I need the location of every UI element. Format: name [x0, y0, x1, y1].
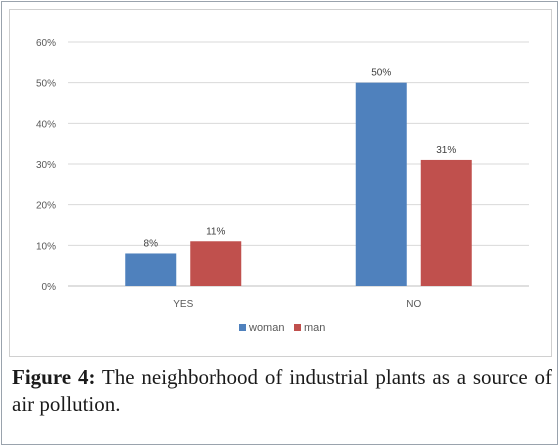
- legend-swatch: [294, 324, 301, 331]
- data-label: 11%: [206, 226, 225, 237]
- bar-man: [190, 241, 242, 286]
- legend-swatch: [239, 324, 246, 331]
- data-label: 50%: [371, 68, 391, 79]
- legend-label: woman: [248, 322, 284, 334]
- bar-woman: [355, 82, 407, 287]
- legend-label: man: [304, 322, 325, 334]
- chart-area: 0% 10% 20% 30% 40% 50% 60% 8% 11% YES 50% 31% NO woma…: [9, 9, 552, 357]
- figure-caption: Figure 4: The neighborhood of industrial…: [12, 364, 552, 418]
- y-tick-label: 60%: [36, 38, 56, 49]
- y-tick-label: 50%: [36, 79, 56, 90]
- data-label: 31%: [436, 145, 456, 156]
- caption-label: Figure 4:: [12, 365, 96, 389]
- y-tick-label: 30%: [36, 160, 56, 171]
- bar-woman: [125, 253, 177, 286]
- y-tick-label: 40%: [36, 119, 56, 130]
- x-tick-label: YES: [173, 299, 193, 310]
- x-tick-label: NO: [406, 299, 421, 310]
- y-tick-label: 10%: [36, 241, 56, 252]
- caption-text: The neighborhood of industrial plants as…: [12, 365, 552, 416]
- y-tick-label: 20%: [36, 201, 56, 212]
- bar-chart: 0% 10% 20% 30% 40% 50% 60% 8% 11% YES 50% 31% NO woma…: [36, 38, 529, 334]
- bar-man: [420, 159, 472, 286]
- y-tick-label: 0%: [42, 282, 57, 293]
- data-label: 8%: [144, 238, 159, 249]
